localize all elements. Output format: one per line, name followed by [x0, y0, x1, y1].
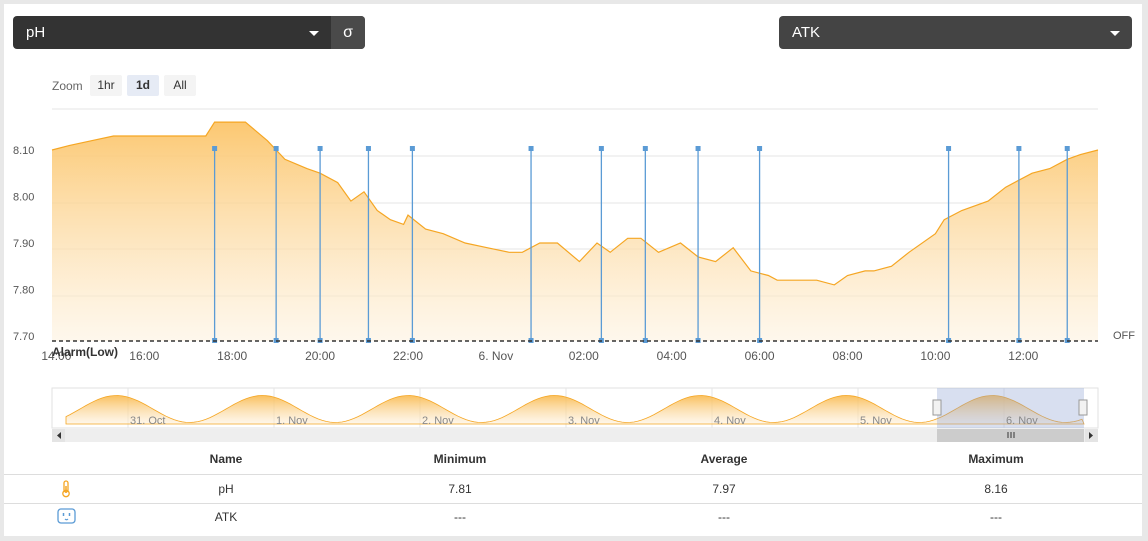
event-marker-top[interactable]	[212, 146, 218, 151]
alarm-state-label: OFF	[1113, 330, 1135, 342]
x-tick-label: 18:00	[217, 349, 247, 363]
event-marker-top[interactable]	[757, 146, 763, 151]
x-tick-label: 08:00	[832, 349, 862, 363]
event-marker-top[interactable]	[946, 146, 952, 151]
navigator-label: 2. Nov	[422, 415, 454, 427]
event-marker-top[interactable]	[1064, 146, 1070, 151]
ph-area	[52, 122, 1098, 341]
row-min: ---	[454, 510, 466, 524]
event-marker-top[interactable]	[642, 146, 648, 151]
zoom-1hr-button[interactable]: 1hr	[90, 75, 122, 96]
series-select-value: pH	[26, 24, 46, 41]
row-min: 7.81	[448, 482, 472, 496]
event-marker-bottom[interactable]	[642, 338, 648, 343]
zoom-label: Zoom	[52, 79, 83, 93]
zoom-all-button[interactable]: All	[164, 75, 196, 96]
row-max: 8.16	[984, 482, 1008, 496]
navigator-label: 31. Oct	[130, 415, 165, 427]
col-name-header: Name	[209, 452, 243, 466]
x-tick-label: 22:00	[393, 349, 423, 363]
x-tick-label: 04:00	[657, 349, 687, 363]
x-tick-label: 06:00	[745, 349, 775, 363]
y-tick-label: 8.10	[13, 145, 34, 157]
event-marker-top[interactable]	[598, 146, 604, 151]
event-marker-top[interactable]	[409, 146, 415, 151]
x-tick-label: 6. Nov	[479, 349, 514, 363]
chevron-down-icon	[1110, 31, 1120, 36]
event-marker-top[interactable]	[365, 146, 371, 151]
row-avg: 7.97	[712, 482, 736, 496]
table-divider	[4, 474, 1142, 475]
series-select[interactable]: pH	[13, 16, 365, 49]
event-marker-top[interactable]	[528, 146, 534, 151]
navigator-label: 1. Nov	[276, 415, 308, 427]
row-name: pH	[218, 482, 234, 496]
navigator-left-handle[interactable]	[932, 399, 942, 416]
grip-icon	[1007, 432, 1015, 438]
col-maximum-header: Maximum	[968, 452, 1024, 466]
ph-line	[51, 121, 1099, 286]
x-tick-label: 20:00	[305, 349, 335, 363]
navigator-series	[65, 395, 1085, 425]
x-tick-label: 12:00	[1008, 349, 1038, 363]
navigator-label: 3. Nov	[568, 415, 600, 427]
y-tick-label: 7.80	[13, 285, 34, 297]
x-tick-label: 10:00	[920, 349, 950, 363]
y-tick-label: 7.70	[13, 331, 34, 343]
device-select-value: ATK	[792, 24, 821, 41]
row-name: ATK	[214, 510, 238, 524]
navigator-selection[interactable]	[937, 388, 1084, 428]
row-max: ---	[990, 510, 1002, 524]
alarm-low-label: Alarm(Low)	[52, 345, 118, 359]
chevron-down-icon	[309, 31, 319, 36]
col-minimum-header: Minimum	[433, 452, 487, 466]
y-tick-label: 8.00	[13, 192, 34, 204]
navigator-label: 5. Nov	[860, 415, 892, 427]
scrollbar-track[interactable]	[52, 429, 1098, 442]
event-marker-top[interactable]	[273, 146, 279, 151]
outlet-icon	[57, 508, 76, 524]
x-tick-label: 14:00	[41, 349, 71, 363]
arrow-left-icon	[57, 432, 61, 439]
navigator-label: 4. Nov	[714, 415, 746, 427]
thermometer-icon	[62, 480, 70, 498]
sigma-button[interactable]: σ	[331, 16, 365, 49]
arrow-right-icon	[1089, 432, 1093, 439]
x-tick-label: 02:00	[569, 349, 599, 363]
event-marker-top[interactable]	[1016, 146, 1022, 151]
device-select[interactable]: ATK	[779, 16, 1132, 49]
x-tick-label: 16:00	[129, 349, 159, 363]
table-divider	[4, 503, 1142, 504]
zoom-1d-button[interactable]: 1d	[127, 75, 159, 96]
row-avg: ---	[718, 510, 730, 524]
event-marker-top[interactable]	[695, 146, 701, 151]
navigator-right-handle[interactable]	[1078, 399, 1088, 416]
col-average-header: Average	[700, 452, 748, 466]
event-marker-top[interactable]	[317, 146, 323, 151]
y-tick-label: 7.90	[13, 238, 34, 250]
navigator-label: 6. Nov	[1006, 415, 1038, 427]
